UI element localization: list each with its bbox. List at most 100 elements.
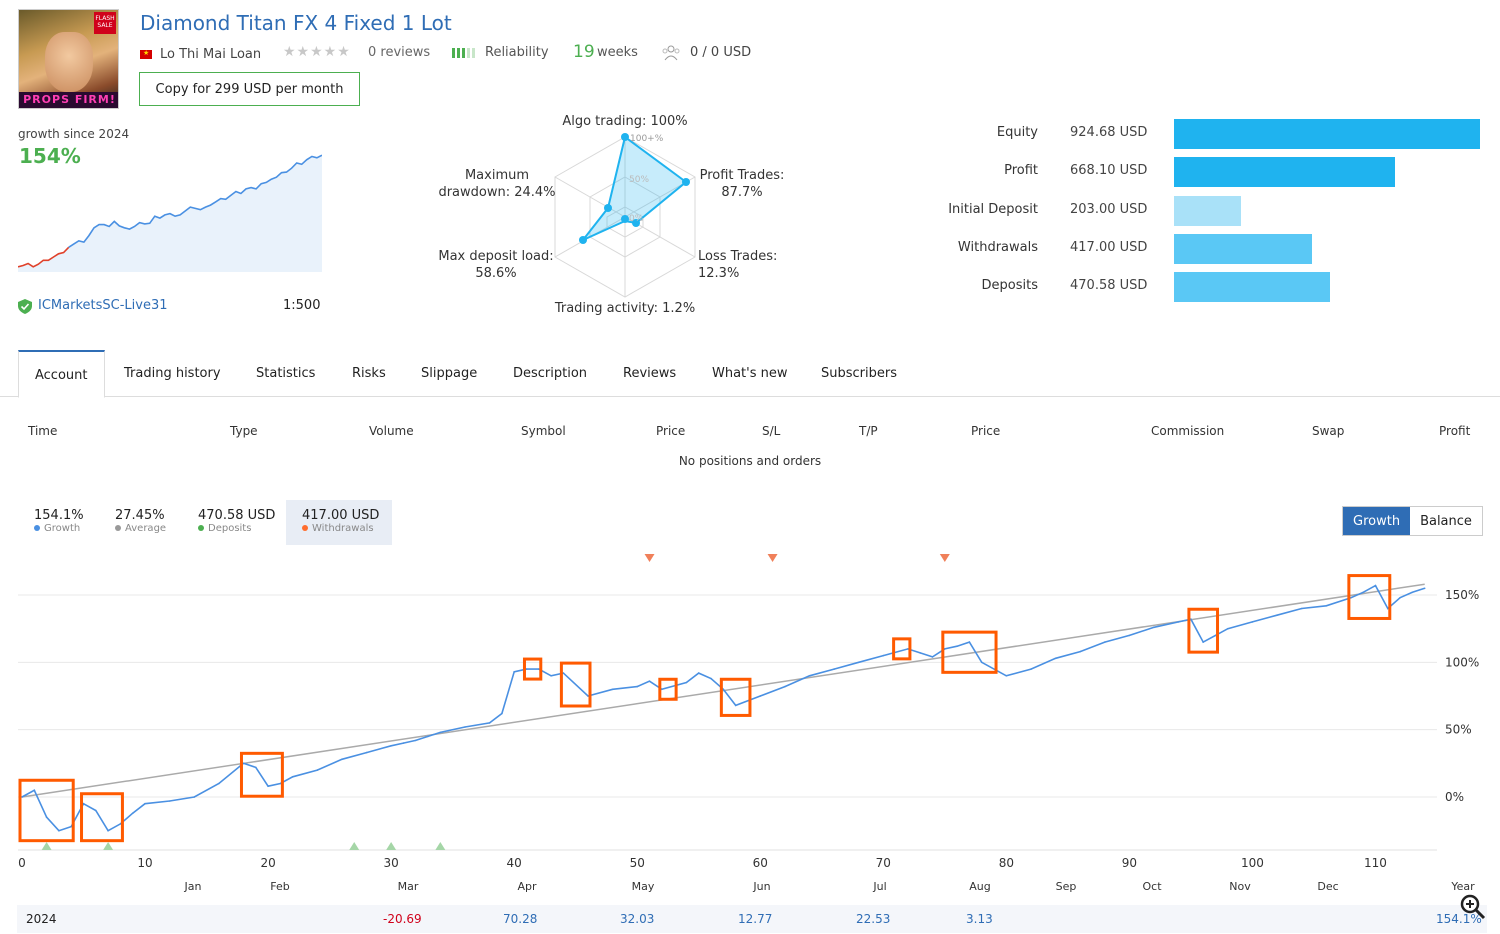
growth-toggle-button[interactable]: Growth bbox=[1343, 507, 1411, 535]
growth-point bbox=[1128, 634, 1131, 637]
tab-risks[interactable]: Risks bbox=[352, 366, 386, 381]
growth-point bbox=[45, 816, 48, 818]
balance-toggle-button[interactable]: Balance bbox=[1410, 507, 1482, 535]
withdrawal-marker-icon[interactable] bbox=[644, 554, 655, 562]
broker-server-link[interactable]: ICMarketsSC-Live31 bbox=[38, 298, 168, 313]
column-commission-8[interactable]: Commission bbox=[1151, 424, 1225, 438]
stat-label-text: Withdrawals bbox=[312, 523, 374, 534]
growth-point bbox=[685, 681, 688, 684]
growth-point bbox=[538, 668, 540, 670]
column-time-0[interactable]: Time bbox=[28, 424, 58, 438]
balance-label-1: Profit bbox=[1004, 163, 1038, 179]
stat-deposits: 470.58 USD Deposits bbox=[198, 508, 275, 534]
copy-signal-button[interactable]: Copy for 299 USD per month bbox=[139, 72, 360, 106]
month-label: Dec bbox=[1317, 880, 1338, 893]
column-t-p-6[interactable]: T/P bbox=[859, 424, 878, 438]
tab-what-s-new[interactable]: What's new bbox=[712, 366, 788, 381]
growth-point bbox=[931, 656, 934, 658]
stat-value: 417.00 USD bbox=[302, 508, 380, 523]
weeks-count: 19 bbox=[573, 42, 595, 62]
highlight-box bbox=[658, 677, 678, 701]
no-positions-message: No positions and orders bbox=[678, 454, 822, 468]
growth-point bbox=[710, 677, 712, 680]
tab-account[interactable]: Account bbox=[18, 350, 105, 398]
growth-point bbox=[550, 675, 552, 677]
growth-percent: 154% bbox=[19, 144, 81, 168]
reliability-icon bbox=[452, 48, 475, 58]
growth-point bbox=[1153, 626, 1155, 629]
year-summary-row: 2024 -20.69 70.28 32.03 12.77 22.53 3.13 154.1% bbox=[17, 905, 1487, 933]
author-row[interactable]: Lo Thi Mai Loan bbox=[140, 45, 261, 63]
stat-withdrawals: 417.00 USD Withdrawals bbox=[302, 508, 379, 534]
withdrawals-stat-highlight bbox=[286, 500, 392, 545]
deposit-marker-icon[interactable] bbox=[41, 842, 52, 850]
month-label: Oct bbox=[1142, 880, 1162, 893]
withdrawal-marker-icon[interactable] bbox=[939, 554, 950, 562]
growth-point bbox=[722, 688, 725, 691]
month-label: Jul bbox=[872, 880, 886, 893]
reviews-link[interactable]: 0 reviews bbox=[368, 45, 431, 60]
growth-chart: 0% 50% 100% 150% 0 10 20 30 40 50 60 70 80 90 100 110 Ja… bbox=[18, 554, 1479, 893]
month-label: May bbox=[632, 880, 655, 893]
mini-growth-line bbox=[68, 154, 322, 248]
stat-value: 27.45% bbox=[115, 508, 165, 523]
deposit-marker-icon[interactable] bbox=[435, 842, 446, 850]
deposit-marker-icon[interactable] bbox=[349, 842, 360, 850]
x-tick-label: 60 bbox=[753, 856, 768, 870]
deposit-marker-icon[interactable] bbox=[386, 842, 397, 850]
column-price-7[interactable]: Price bbox=[971, 424, 1001, 438]
growth-point bbox=[1387, 607, 1389, 610]
tab-reviews[interactable]: Reviews bbox=[623, 366, 677, 381]
subscribers-icon bbox=[662, 45, 680, 61]
stat-label-text: Average bbox=[125, 523, 167, 534]
growth-point bbox=[414, 739, 417, 742]
tab-slippage[interactable]: Slippage bbox=[421, 366, 478, 381]
growth-point bbox=[1030, 668, 1032, 670]
reliability-label[interactable]: Reliability bbox=[485, 45, 549, 60]
growth-point bbox=[131, 812, 134, 814]
column-price-4[interactable]: Price bbox=[656, 424, 686, 438]
growth-point bbox=[464, 726, 466, 728]
avatar[interactable]: FLASH SALE PROPS FIRM! bbox=[18, 9, 119, 109]
growth-point bbox=[144, 802, 146, 805]
withdrawal-marker-icon[interactable] bbox=[767, 554, 778, 562]
month-return-5: 3.13 bbox=[966, 912, 993, 926]
growth-point bbox=[501, 712, 503, 715]
column-swap-9[interactable]: Swap bbox=[1312, 424, 1345, 438]
zoom-icon[interactable] bbox=[1459, 893, 1487, 921]
growth-point bbox=[33, 789, 36, 792]
growth-point bbox=[402, 742, 405, 744]
tab-subscribers[interactable]: Subscribers bbox=[821, 366, 897, 381]
x-tick-label: 100 bbox=[1241, 856, 1264, 870]
column-profit-10[interactable]: Profit bbox=[1439, 424, 1471, 438]
column-volume-2[interactable]: Volume bbox=[369, 424, 414, 438]
growth-point bbox=[857, 661, 860, 664]
tab-trading-history[interactable]: Trading history bbox=[124, 366, 221, 381]
balance-value-3: 417.00 USD bbox=[1070, 239, 1148, 255]
growth-point bbox=[1079, 650, 1081, 653]
growth-point bbox=[70, 825, 72, 828]
signal-title[interactable]: Diamond Titan FX 4 Fixed 1 Lot bbox=[140, 11, 452, 35]
growth-point bbox=[488, 722, 491, 724]
growth-point bbox=[390, 745, 392, 747]
balance-bar-1 bbox=[1174, 157, 1396, 188]
balance-value-4: 470.58 USD bbox=[1070, 278, 1148, 294]
tab-statistics[interactable]: Statistics bbox=[256, 366, 316, 381]
month-label: Mar bbox=[398, 880, 419, 893]
month-label: Sep bbox=[1056, 880, 1077, 893]
growth-point bbox=[587, 695, 589, 697]
deposit-marker-icon[interactable] bbox=[103, 842, 114, 850]
highlight-box bbox=[18, 778, 75, 843]
stat-label: Average bbox=[115, 523, 166, 534]
growth-point bbox=[439, 731, 442, 734]
month-label: Apr bbox=[517, 880, 537, 893]
balance-label-2: Initial Deposit bbox=[948, 201, 1038, 217]
month-label: Year bbox=[1450, 880, 1475, 893]
tab-description[interactable]: Description bbox=[513, 366, 588, 381]
author-name[interactable]: Lo Thi Mai Loan bbox=[160, 46, 262, 62]
column-symbol-3[interactable]: Symbol bbox=[521, 424, 566, 438]
column-type-1[interactable]: Type bbox=[230, 424, 258, 438]
month-label: Feb bbox=[270, 880, 289, 893]
growth-point bbox=[1251, 621, 1254, 623]
column-s-l-5[interactable]: S/L bbox=[762, 424, 781, 438]
